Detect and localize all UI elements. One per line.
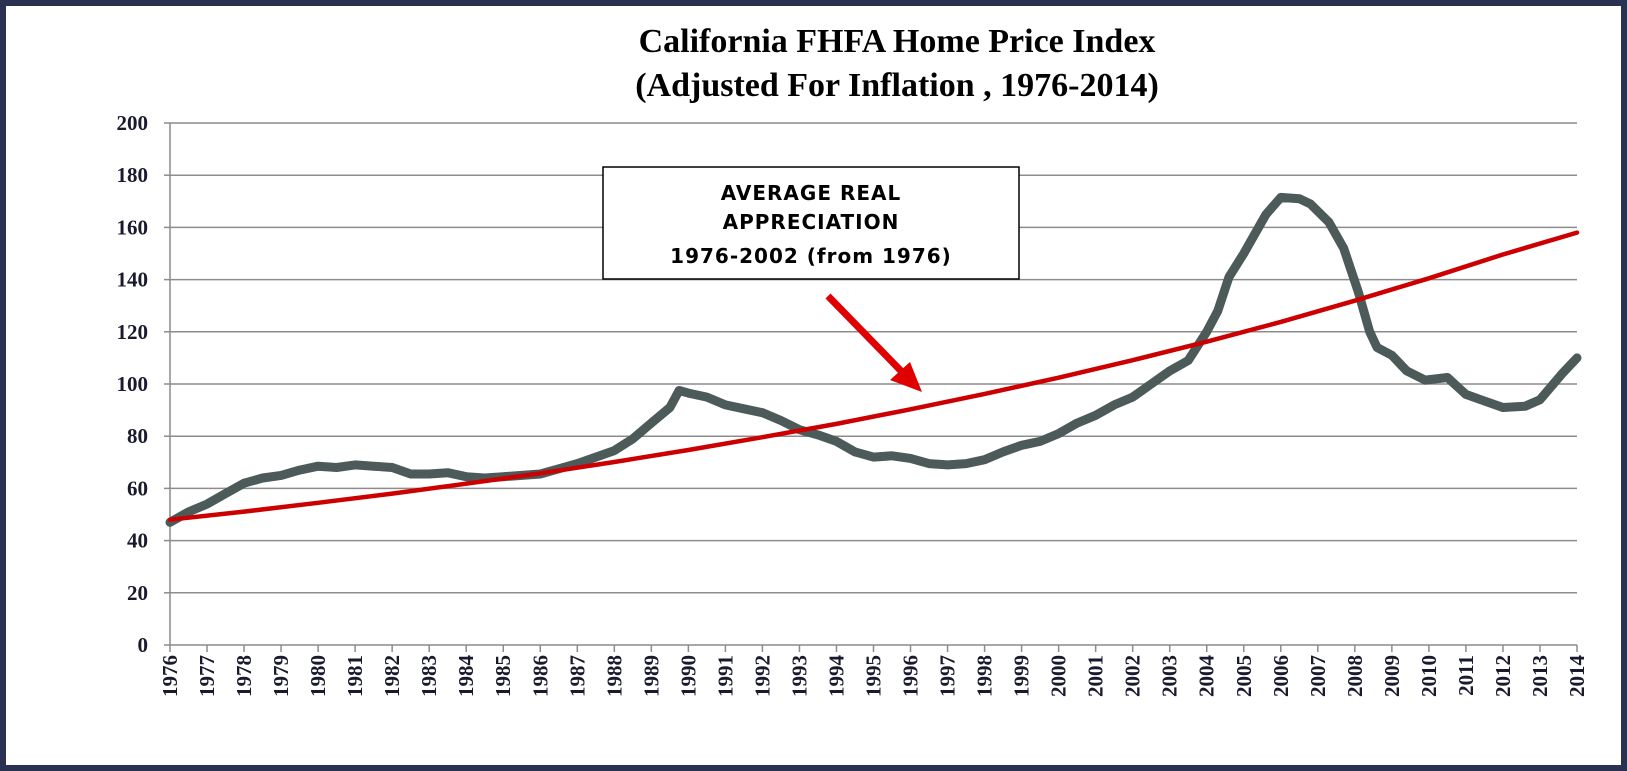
x-tick-label: 1977	[195, 655, 219, 697]
x-tick-label: 1999	[1010, 655, 1034, 697]
annotation-text: 1976-2002 (from 1976)	[670, 244, 952, 268]
x-tick-label: 1980	[306, 655, 330, 697]
x-tick-label: 1979	[269, 655, 293, 697]
x-tick-label: 1997	[936, 655, 960, 697]
x-tick-label: 1987	[565, 655, 589, 697]
x-tick-label: 2014	[1565, 655, 1589, 698]
chart-subtitle: (Adjusted For Inflation , 1976-2014)	[635, 67, 1159, 104]
x-tick-label: 2012	[1491, 655, 1515, 697]
chart-title: California FHFA Home Price Index	[639, 23, 1156, 60]
x-tick-label: 1989	[639, 655, 663, 697]
arrow-head	[890, 362, 922, 392]
x-tick-label: 2013	[1528, 655, 1552, 697]
x-tick-label: 1991	[713, 655, 737, 697]
x-tick-label: 1985	[491, 655, 515, 697]
y-tick-label: 100	[117, 372, 149, 396]
x-tick-label: 2005	[1232, 655, 1256, 697]
x-tick-label: 1992	[750, 655, 774, 697]
y-tick-label: 140	[117, 268, 149, 292]
y-tick-label: 160	[117, 215, 149, 239]
x-tick-label: 1978	[232, 655, 256, 697]
x-tick-label: 1981	[343, 655, 367, 697]
plot-area: 0 20 40 60 80 100 120 140 160 180 200 1976 1977 1978 1…	[117, 111, 1590, 697]
x-tick-label: 1984	[454, 655, 478, 698]
annotation-box	[602, 166, 1020, 280]
x-tick-label: 1990	[676, 655, 700, 697]
y-tick-label: 80	[127, 424, 148, 448]
x-tick-label: 2001	[1084, 655, 1108, 697]
y-tick-label: 20	[127, 581, 148, 605]
x-tick-label: 1998	[973, 655, 997, 697]
x-tick-label: 1983	[417, 655, 441, 697]
y-tick-label: 200	[117, 111, 149, 135]
y-tick-label: 60	[127, 476, 148, 500]
x-tick-label: 1986	[528, 655, 552, 697]
x-tick-label: 2002	[1121, 655, 1145, 697]
x-tick-label: 2007	[1306, 655, 1330, 697]
x-tick-label: 1996	[899, 655, 923, 697]
y-tick-label: 0	[138, 633, 149, 657]
arrow-shaft	[825, 293, 906, 376]
x-tick-label: 1993	[787, 655, 811, 697]
x-tick-label: 2009	[1380, 655, 1404, 697]
x-tick-label: 2010	[1417, 655, 1441, 697]
y-tick-label: 40	[127, 529, 148, 553]
x-tick-label: 2008	[1343, 655, 1367, 697]
x-tick-label: 1994	[824, 655, 848, 698]
y-tick-label: 180	[117, 163, 149, 187]
annotation-text: APPRECIATION	[723, 210, 900, 234]
x-tick-label: 2011	[1454, 655, 1478, 696]
line-series	[165, 192, 1582, 527]
x-tick-label: 2006	[1269, 655, 1293, 697]
x-tick-label: 2000	[1047, 655, 1071, 697]
x-tick-label: 1976	[158, 655, 182, 697]
y-tick-label: 120	[117, 320, 149, 344]
line-series	[167, 230, 1580, 522]
x-tick-label: 2003	[1158, 655, 1182, 697]
annotation-text: AVERAGE REAL	[721, 181, 901, 205]
x-tick-label: 1995	[862, 655, 886, 697]
x-tick-label: 1982	[380, 655, 404, 697]
x-tick-label: 2004	[1195, 655, 1219, 698]
x-tick-label: 1988	[602, 655, 626, 697]
